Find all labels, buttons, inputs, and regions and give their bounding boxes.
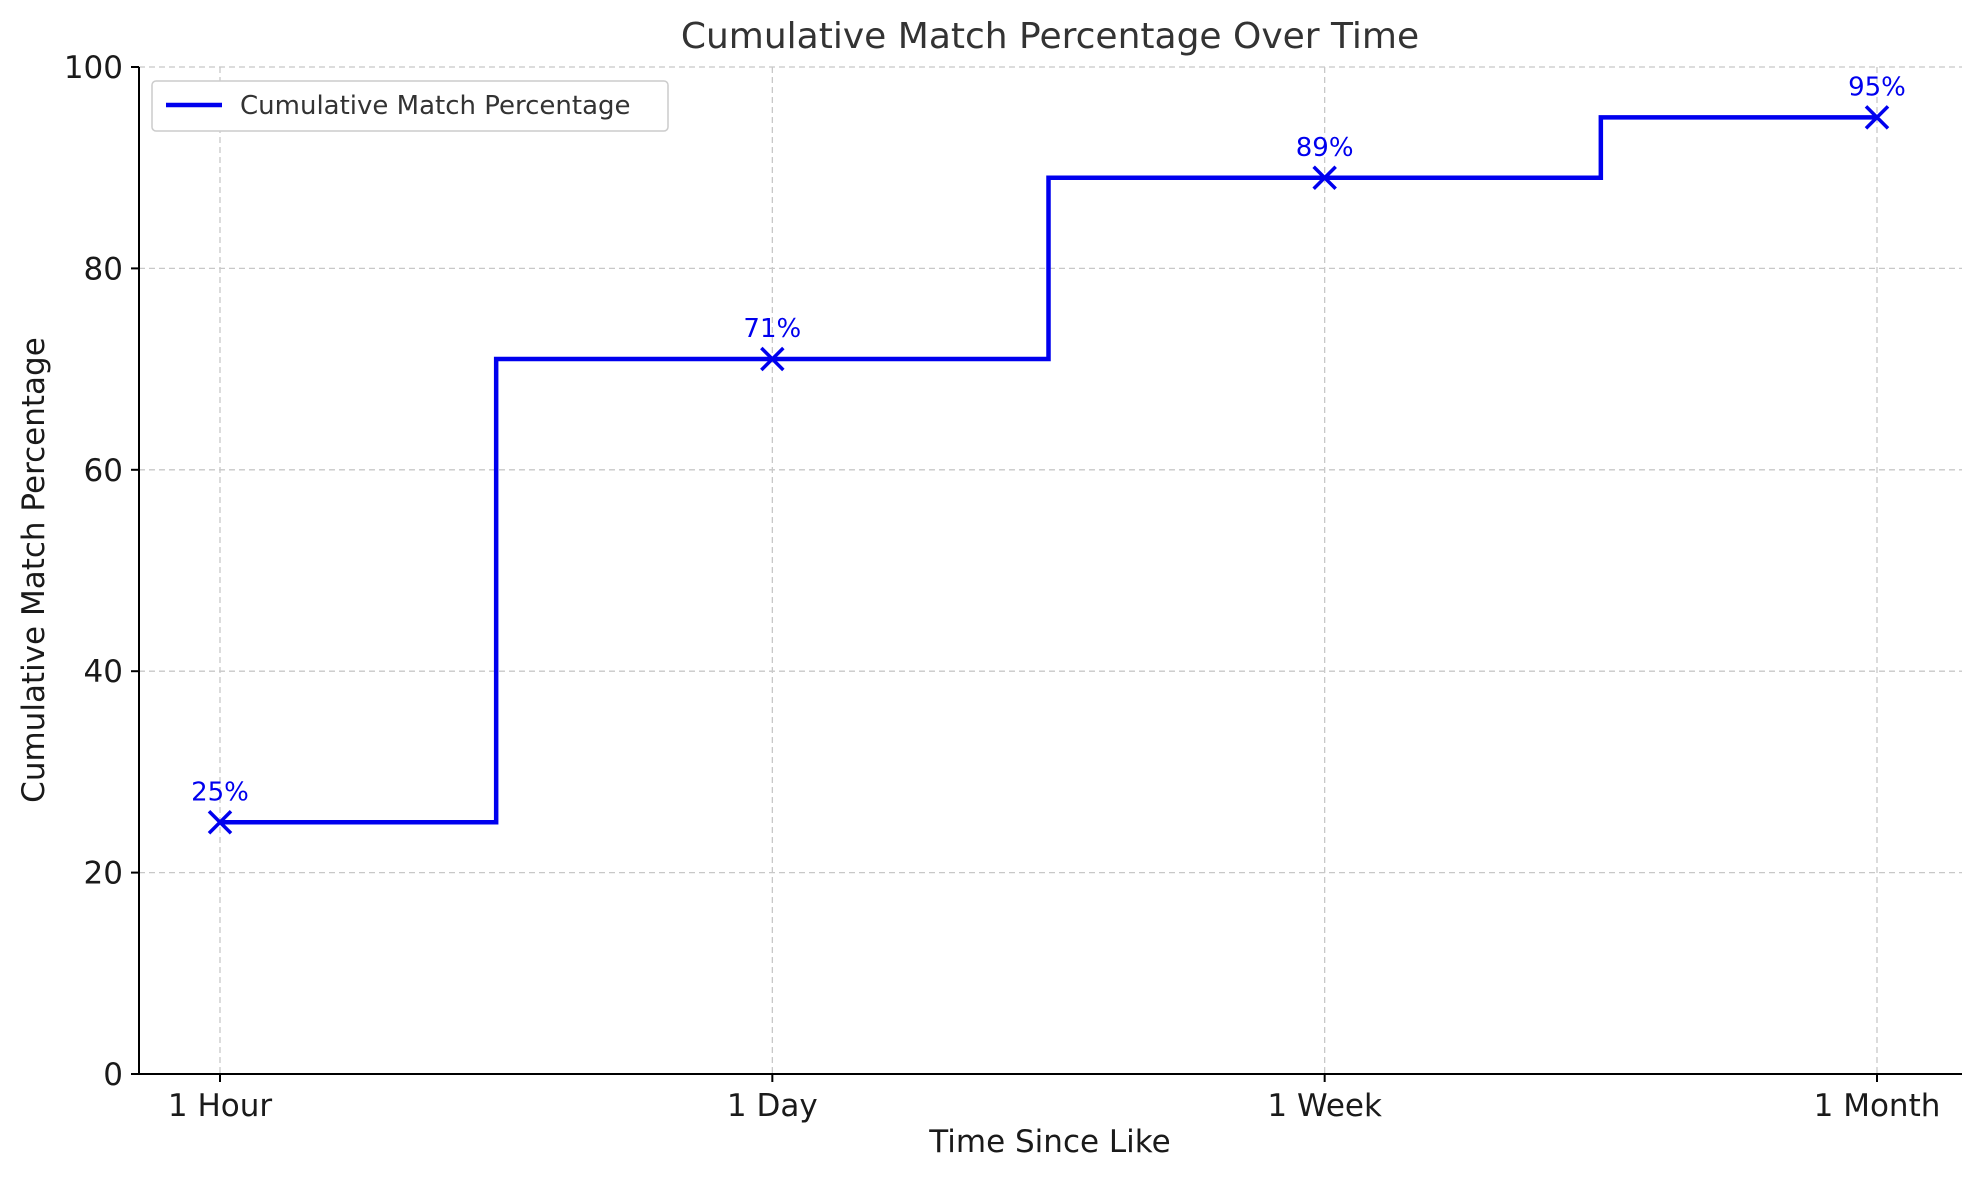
series-group: 25% 71% 89% 95% — [191, 72, 1906, 835]
marker-stroke — [760, 346, 785, 372]
y-tick-label: 20 — [84, 856, 123, 892]
y-tick-label: 100 — [64, 50, 123, 86]
data-label: 95% — [1848, 72, 1906, 102]
y-ticks: 0 20 40 60 80 100 — [64, 50, 139, 1093]
legend-label: Cumulative Match Percentage — [240, 91, 631, 121]
y-tick-label: 0 — [103, 1057, 123, 1093]
x-axis-label: Time Since Like — [928, 1124, 1170, 1160]
x-ticks: 1 Hour 1 Day 1 Week 1 Month — [168, 1074, 1941, 1124]
legend-box — [151, 80, 669, 132]
chart-title: Cumulative Match Percentage Over Time — [681, 16, 1419, 57]
data-point-marker — [1312, 165, 1337, 191]
axes — [138, 67, 1962, 1075]
y-tick-label: 40 — [84, 654, 123, 690]
data-point-marker — [207, 810, 233, 835]
marker-stroke — [1312, 165, 1337, 191]
legend: Cumulative Match Percentage — [151, 80, 669, 132]
marker-stroke — [207, 810, 233, 835]
data-label: 25% — [191, 777, 249, 807]
data-label: 89% — [1296, 133, 1354, 163]
y-axis-label: Cumulative Match Percentage — [16, 337, 52, 803]
marker-stroke — [1864, 105, 1890, 130]
x-tick-label: 1 Week — [1267, 1088, 1382, 1124]
x-tick-label: 1 Day — [727, 1088, 818, 1124]
data-point-marker — [1864, 105, 1890, 130]
data-label: 71% — [743, 314, 801, 344]
y-tick-label: 80 — [84, 251, 123, 287]
series-line — [220, 115, 1877, 825]
x-tick-label: 1 Hour — [168, 1088, 273, 1124]
data-point-marker — [760, 346, 785, 372]
y-tick-label: 60 — [84, 453, 123, 489]
x-tick-label: 1 Month — [1814, 1088, 1941, 1124]
